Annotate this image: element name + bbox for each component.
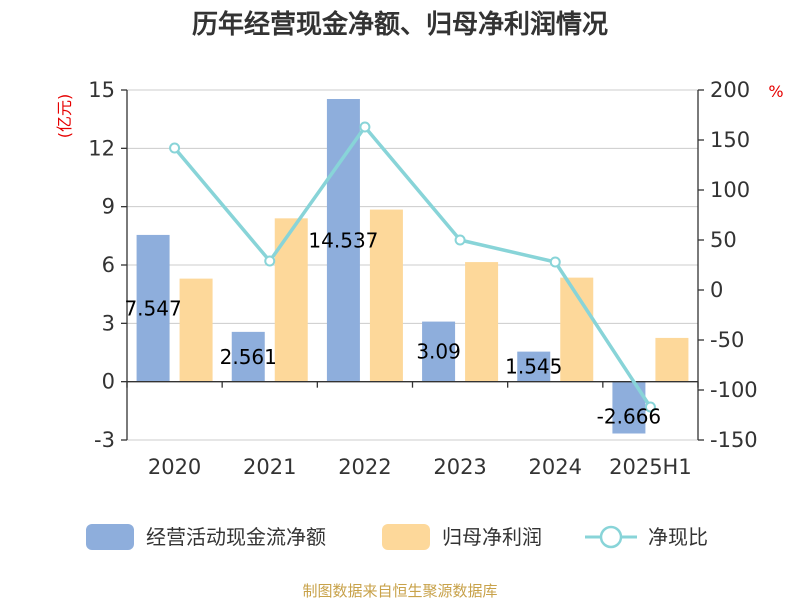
chart-title: 历年经营现金净额、归母净利润情况 bbox=[192, 9, 608, 40]
cash-flow-bar bbox=[326, 99, 360, 382]
cash-flow-bar bbox=[231, 331, 265, 382]
x-axis: 2020 2021 2022 2023 2024 2025H1 bbox=[126, 381, 699, 479]
right-axis-unit: % bbox=[768, 82, 783, 101]
ratio-point bbox=[264, 255, 276, 267]
cash-flow-value-label: 7.547 bbox=[124, 296, 181, 320]
left-axis-unit: (亿元) bbox=[55, 94, 74, 139]
left-tick-label: 12 bbox=[88, 136, 115, 160]
legend-label-net-profit: 归母净利润 bbox=[442, 525, 542, 549]
right-axis: 200 150 100 50 0 -50 -100 -150 bbox=[697, 78, 758, 452]
legend-marker-ratio bbox=[599, 525, 623, 549]
x-tick-label: 2020 bbox=[148, 455, 201, 479]
net-profit-bar bbox=[655, 337, 689, 382]
x-tick-label: 2025H1 bbox=[609, 455, 692, 479]
net-profit-bar bbox=[369, 209, 403, 382]
left-tick-label: -3 bbox=[94, 428, 115, 452]
left-axis: 15 12 9 6 3 0 -3 bbox=[88, 78, 128, 452]
right-tick-label: 200 bbox=[710, 78, 750, 102]
x-tick-label: 2024 bbox=[529, 455, 582, 479]
ratio-point bbox=[549, 256, 561, 268]
net-profit-bar bbox=[179, 278, 213, 382]
cash-flow-bar bbox=[422, 321, 456, 382]
ratio-line bbox=[169, 121, 656, 413]
right-tick-label: 50 bbox=[710, 228, 737, 252]
ratio-line-path bbox=[173, 125, 652, 408]
right-tick-label: 0 bbox=[710, 278, 723, 302]
data-labels: 7.547 2.561 14.537 3.09 1.545 -2.666 bbox=[124, 228, 661, 428]
right-tick-label: -100 bbox=[710, 378, 758, 402]
legend: 经营活动现金流净额 归母净利润 净现比 bbox=[86, 524, 708, 550]
left-tick-label: 9 bbox=[102, 195, 115, 219]
left-tick-label: 3 bbox=[102, 311, 115, 335]
left-tick-label: 15 bbox=[88, 78, 115, 102]
x-tick-label: 2021 bbox=[243, 455, 296, 479]
right-tick-label: -50 bbox=[710, 328, 744, 352]
ratio-point bbox=[359, 121, 371, 133]
cash-flow-bar bbox=[517, 351, 551, 382]
left-tick-label: 6 bbox=[102, 253, 115, 277]
right-tick-label: 150 bbox=[710, 128, 750, 152]
right-tick-label: -150 bbox=[710, 428, 758, 452]
cash-flow-bar bbox=[136, 234, 170, 382]
cash-flow-value-label: 3.09 bbox=[416, 340, 461, 364]
ratio-point bbox=[644, 401, 656, 413]
net-profit-bar bbox=[274, 218, 308, 382]
cash-flow-value-label: -2.666 bbox=[597, 405, 661, 429]
cash-flow-value-label: 2.561 bbox=[220, 345, 277, 369]
legend-swatch-cash-flow bbox=[86, 524, 134, 550]
left-tick-label: 0 bbox=[102, 370, 115, 394]
ratio-point bbox=[454, 234, 466, 246]
legend-label-cash-flow: 经营活动现金流净额 bbox=[146, 525, 326, 549]
source-note: 制图数据来自恒生聚源数据库 bbox=[302, 582, 497, 600]
cash-flow-value-label: 14.537 bbox=[308, 228, 378, 252]
x-tick-label: 2023 bbox=[433, 455, 486, 479]
net-profit-bar bbox=[465, 262, 499, 382]
legend-swatch-net-profit bbox=[382, 524, 430, 550]
right-tick-label: 100 bbox=[710, 178, 750, 202]
cash-flow-value-label: 1.545 bbox=[505, 355, 562, 379]
bars bbox=[136, 99, 689, 434]
legend-label-ratio: 净现比 bbox=[648, 525, 708, 549]
x-tick-label: 2022 bbox=[338, 455, 391, 479]
ratio-point bbox=[169, 142, 181, 154]
